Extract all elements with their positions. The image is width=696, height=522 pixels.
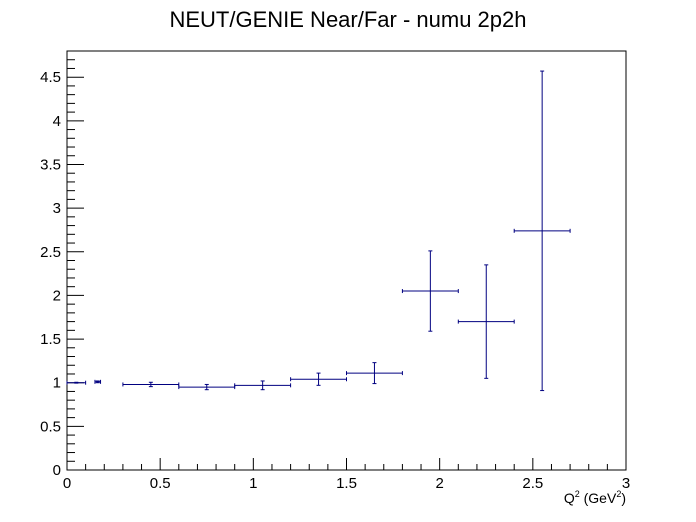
y-tick-label: 2.5 <box>40 244 61 261</box>
data-point <box>94 379 102 384</box>
data-point <box>346 362 403 385</box>
y-tick-label: 2 <box>53 287 61 304</box>
y-tick-label: 3 <box>53 200 61 217</box>
y-tick-label: 4 <box>53 113 61 130</box>
y-tick-label: 4.5 <box>40 69 61 86</box>
data-point <box>290 372 347 386</box>
data-point <box>122 381 180 388</box>
data-point <box>234 380 292 391</box>
x-tick-label: 1 <box>249 475 257 492</box>
y-tick-label: 1.5 <box>40 331 61 348</box>
y-tick-label: 3.5 <box>40 156 61 173</box>
y-tick-label: 1 <box>53 375 61 392</box>
chart-title: NEUT/GENIE Near/Far - numu 2p2h <box>169 7 526 32</box>
data-series <box>66 70 571 392</box>
data-point <box>401 250 459 332</box>
x-axis-title-close: ) <box>621 490 626 506</box>
y-tick-label: 0.5 <box>40 418 61 435</box>
data-point <box>178 383 236 391</box>
x-tick-label: 0 <box>63 475 71 492</box>
data-point <box>66 380 87 385</box>
y-axis: 0 0.5 1 1.5 2 2.5 3 3.5 4 4.5 <box>40 50 84 479</box>
x-tick-label: 1.5 <box>336 475 357 492</box>
y-tick-label: 0 <box>53 462 61 479</box>
x-tick-label: 0.5 <box>150 475 171 492</box>
x-axis: 0 0.5 1 1.5 2 2.5 3 <box>63 458 630 492</box>
x-axis-title: Q2 (GeV2) <box>564 489 626 506</box>
x-tick-label: 2.5 <box>522 475 543 492</box>
x-tick-label: 2 <box>435 475 443 492</box>
x-axis-title-var: Q <box>564 490 575 506</box>
x-axis-title-var-sup: 2 <box>575 489 580 499</box>
x-axis-title-unit: (GeV <box>580 490 617 506</box>
x-axis-title-unit-sup: 2 <box>616 489 621 499</box>
data-point <box>513 70 571 392</box>
data-point <box>457 264 515 379</box>
x-tick-label: 3 <box>622 475 630 492</box>
